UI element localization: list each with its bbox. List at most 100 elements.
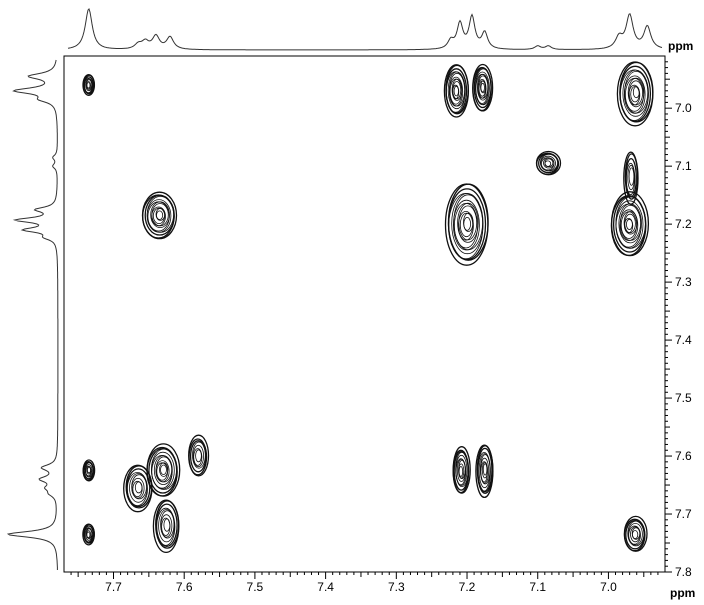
cross-peak xyxy=(616,61,654,127)
contour-line xyxy=(544,160,552,167)
contour-line xyxy=(453,85,459,97)
contour-line xyxy=(189,440,207,473)
y-tick-label: 7.1 xyxy=(675,159,692,173)
cross-peak xyxy=(452,446,471,494)
contour-line xyxy=(623,75,646,114)
x-tick-label: 7.6 xyxy=(176,580,193,594)
x-axis-unit: ppm xyxy=(670,586,695,600)
contour-line xyxy=(160,514,173,538)
contour-line xyxy=(86,466,92,475)
contour-line xyxy=(146,199,172,233)
contour-line xyxy=(481,461,488,479)
top-projection-trace xyxy=(67,8,663,51)
cross-peak xyxy=(82,523,95,546)
contour-line xyxy=(480,457,490,484)
contour-line xyxy=(192,441,206,469)
contour-line xyxy=(625,162,636,196)
contour-line xyxy=(625,157,637,198)
contour-line xyxy=(622,69,649,117)
contour-line xyxy=(86,81,92,90)
contour-line xyxy=(153,455,173,486)
contour-line xyxy=(630,86,640,103)
contour-line xyxy=(458,466,464,477)
y-tick-label: 7.6 xyxy=(675,449,692,463)
contour-line xyxy=(538,153,559,174)
contour-line xyxy=(627,164,635,191)
contour-line xyxy=(477,452,491,492)
x-tick-label: 7.2 xyxy=(459,580,476,594)
contour-line xyxy=(451,78,463,101)
x-tick-label: 7.7 xyxy=(105,580,122,594)
contour-line xyxy=(158,509,175,543)
y-tick-label: 7.7 xyxy=(675,507,692,521)
cross-peak xyxy=(188,434,210,477)
cross-peak xyxy=(444,183,489,266)
contour-line xyxy=(477,79,487,99)
contour-line xyxy=(155,460,170,483)
left-projection-spectrum xyxy=(6,59,59,570)
contour-line xyxy=(448,76,464,107)
contour-line xyxy=(623,518,646,552)
contour-line xyxy=(131,477,145,499)
contour-line xyxy=(627,77,645,108)
contour-line xyxy=(86,530,92,539)
contour-line xyxy=(85,78,93,92)
cross-peak xyxy=(141,191,178,240)
contour-line xyxy=(155,207,166,221)
cross-peak xyxy=(472,63,494,112)
contour-line xyxy=(144,194,175,236)
contour-line xyxy=(474,71,490,105)
contour-line xyxy=(452,199,480,251)
contour-line xyxy=(195,449,202,463)
cross-peak xyxy=(123,464,153,513)
cross-peak xyxy=(535,150,562,176)
contour-line xyxy=(631,530,639,540)
contour-line xyxy=(87,466,91,474)
contour-line xyxy=(626,218,633,230)
y-tick-label: 7.4 xyxy=(675,333,692,347)
contour-line xyxy=(480,82,485,93)
cross-peak xyxy=(623,151,639,205)
cross-peak xyxy=(82,73,96,97)
contour-line xyxy=(628,525,641,545)
cross-peak xyxy=(623,515,648,552)
x-tick-label: 7.4 xyxy=(317,580,334,594)
x-tick-label: 7.3 xyxy=(388,580,405,594)
contour-line xyxy=(129,473,148,503)
contour-line xyxy=(451,193,484,255)
y-tick-label: 7.0 xyxy=(675,101,692,115)
contour-line xyxy=(458,463,465,479)
contour-line xyxy=(161,517,171,536)
contour-line xyxy=(156,507,176,546)
cross-peak xyxy=(610,191,650,257)
y-tick-label: 7.8 xyxy=(675,565,692,579)
contour-line xyxy=(620,211,638,239)
y-tick-label: 7.3 xyxy=(675,275,692,289)
contour-line xyxy=(623,218,634,234)
top-projection-spectrum xyxy=(67,8,663,51)
contour-line xyxy=(86,82,91,89)
plot-frame xyxy=(63,55,666,573)
contour-line xyxy=(132,480,143,498)
cross-peak xyxy=(475,444,494,499)
x-axis-ticks: 7.7 7.6 7.5 7.4 7.3 7.2 7.1 7.0 xyxy=(70,572,659,594)
cross-peak-contours xyxy=(82,61,654,554)
contour-line xyxy=(540,155,556,171)
contour-line xyxy=(476,73,489,101)
contour-line xyxy=(480,80,487,94)
left-projection-trace xyxy=(6,59,59,570)
contour-line xyxy=(543,157,555,169)
contour-line xyxy=(188,438,208,476)
x-tick-label: 7.5 xyxy=(247,580,264,594)
contour-line xyxy=(160,464,167,476)
contour-line xyxy=(632,86,640,99)
contour-line xyxy=(151,206,166,227)
contour-line xyxy=(155,500,180,549)
x-tick-label: 7.1 xyxy=(529,580,546,594)
y-tick-label: 7.2 xyxy=(675,217,692,231)
contour-line xyxy=(544,158,554,168)
contour-line xyxy=(159,462,169,477)
contour-line xyxy=(619,209,639,242)
cross-peak xyxy=(152,499,180,554)
